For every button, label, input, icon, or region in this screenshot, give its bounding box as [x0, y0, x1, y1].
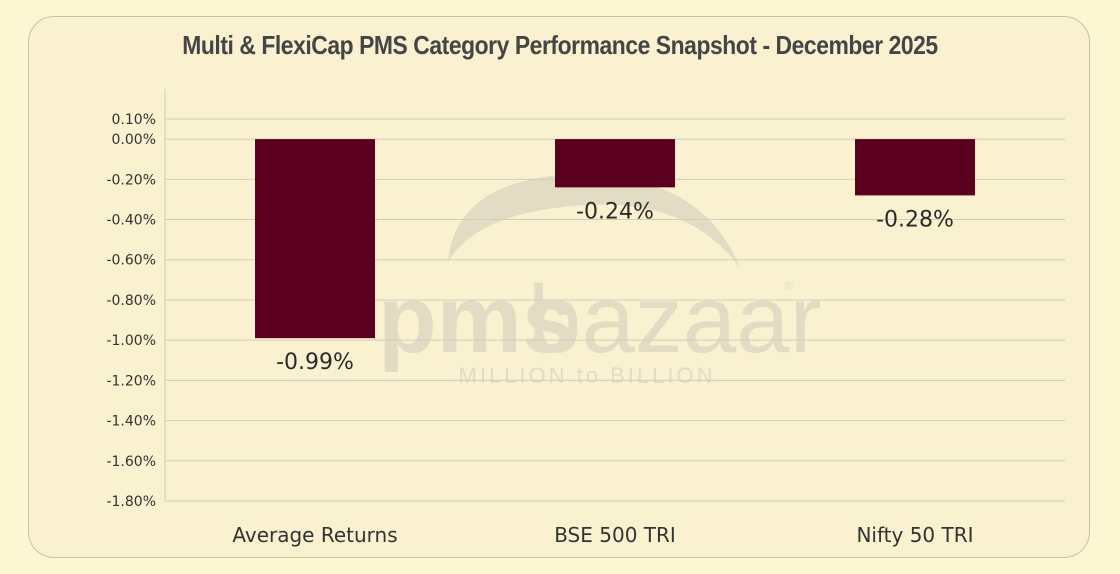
x-category-label: Nifty 50 TRI	[856, 523, 973, 547]
y-tick-label: -0.40%	[106, 213, 156, 229]
y-tick-label: 0.10%	[112, 112, 156, 128]
bars	[255, 139, 975, 339]
y-tick-label: 0.00%	[112, 132, 156, 148]
y-tick-label: -1.00%	[106, 333, 156, 349]
watermark-brand-suffix: bazaar	[528, 266, 822, 373]
watermark-swoosh	[448, 174, 740, 268]
y-tick-label: -0.20%	[106, 172, 156, 188]
y-tick-label: -1.60%	[106, 454, 156, 470]
y-tick-label: -0.60%	[106, 253, 156, 269]
data-label: -0.24%	[576, 199, 654, 224]
data-label: -0.28%	[876, 207, 954, 232]
watermark-tagline: MILLION to BILLION	[459, 363, 716, 388]
data-labels: -0.99% -0.24% -0.28%	[276, 199, 954, 375]
y-tick-label: -1.20%	[106, 373, 156, 389]
watermark-registered-mark: ®	[784, 279, 793, 293]
data-label: -0.99%	[276, 350, 354, 375]
y-tick-label: -1.80%	[106, 494, 156, 510]
bar	[555, 139, 675, 188]
y-tick-label: -1.40%	[106, 414, 156, 430]
bar	[255, 139, 375, 339]
chart-card	[28, 16, 1090, 558]
bar	[855, 139, 975, 196]
x-category-label: Average Returns	[232, 523, 397, 547]
chart-title: Multi & FlexiCap PMS Category Performanc…	[182, 30, 938, 60]
y-tick-label: -0.80%	[106, 293, 156, 309]
watermark-brand-prefix: pms	[378, 266, 575, 373]
x-category-label: BSE 500 TRI	[554, 523, 676, 547]
x-axis: Average Returns BSE 500 TRI Nifty 50 TRI	[232, 523, 973, 547]
y-axis: 0.10% 0.00% -0.20% -0.40% -0.60% -0.80% -1.00%…	[106, 112, 156, 510]
